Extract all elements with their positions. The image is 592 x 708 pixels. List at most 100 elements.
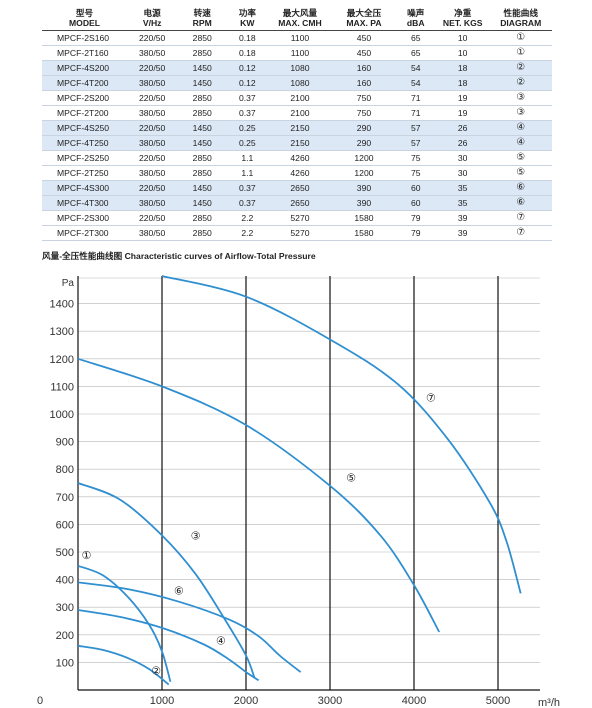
table-cell: 0.37 — [238, 108, 256, 118]
table-cell: 380/50 — [139, 228, 166, 238]
y-tick-label: 700 — [56, 492, 74, 504]
table-cell: 380/50 — [127, 135, 178, 151]
table-cell: 71 — [410, 93, 421, 103]
table-cell: 35 — [435, 180, 490, 196]
table-cell: 26 — [435, 120, 490, 136]
table-cell: 450 — [356, 33, 372, 43]
table-cell: MPCF-4S250 — [42, 120, 127, 136]
table-cell: MPCF-2S250 — [57, 153, 110, 163]
table-cell: 10 — [457, 48, 468, 58]
table-cell: 290 — [332, 120, 396, 136]
table-row: MPCF-4S300 220/50 1450 0.37 2650 390 60 35 ⑥ — [42, 180, 552, 196]
table-cell: 2150 — [267, 135, 333, 151]
header-cn-7: 净重 — [454, 8, 472, 18]
y-tick-label: 200 — [56, 630, 74, 642]
table-cell: ⑤ — [516, 167, 526, 178]
table-cell: 0.12 — [227, 60, 268, 76]
table-cell: 2850 — [192, 153, 212, 163]
table-cell: ③ — [516, 107, 526, 118]
table-cell: 75 — [410, 168, 421, 178]
table-cell: 39 — [457, 213, 468, 223]
table-cell: 30 — [457, 168, 468, 178]
table-row: MPCF-2S200 220/50 2850 0.37 2100 750 71 19 ③ — [42, 91, 552, 106]
spec-table: 型号 电源 转速 功率 最大风量 最大全压 噪声 净重 性能曲线 MODEL V/Hz RPM KW M… — [42, 8, 552, 241]
table-cell: 2850 — [192, 108, 212, 118]
table-cell: 290 — [332, 135, 396, 151]
table-cell: 65 — [410, 33, 421, 43]
table-cell: ⑦ — [516, 212, 526, 223]
table-cell: 4260 — [290, 153, 310, 163]
x-tick-label: 2000 — [234, 695, 258, 707]
table-body: MPCF-2S160 220/50 2850 0.18 1100 450 65 10 ① MPCF… — [42, 31, 552, 241]
table-cell: 2.2 — [241, 228, 254, 238]
table-cell: 2850 — [192, 168, 212, 178]
table-cell: 0.25 — [227, 135, 268, 151]
header-cn-1: 电源 — [143, 8, 161, 18]
y-tick-label: 1300 — [50, 326, 74, 338]
table-cell: 1580 — [354, 228, 374, 238]
curve-label-4: ④ — [216, 634, 226, 647]
y-tick-label: 400 — [56, 575, 74, 587]
header-en-7: NET. KGS — [435, 18, 490, 31]
header-cn-4: 最大风量 — [282, 8, 318, 18]
table-cell: 54 — [395, 75, 436, 91]
header-en-1: V/Hz — [127, 18, 178, 31]
table-cell: 26 — [435, 135, 490, 151]
table-cell: 1450 — [177, 60, 228, 76]
header-en-5: MAX. PA — [332, 18, 396, 31]
table-cell: 2100 — [290, 108, 310, 118]
table-cell: 30 — [457, 153, 468, 163]
table-cell: 380/50 — [127, 75, 178, 91]
header-en-4: MAX. CMH — [267, 18, 333, 31]
table-cell: 60 — [395, 180, 436, 196]
table-row: MPCF-4S250 220/50 1450 0.25 2150 290 57 26 ④ — [42, 120, 552, 136]
curve-label-2: ② — [151, 665, 161, 678]
table-cell: ③ — [516, 92, 526, 103]
y-tick-label: 900 — [56, 437, 74, 449]
table-cell: 2850 — [192, 93, 212, 103]
table-cell: 1450 — [177, 195, 228, 211]
table-cell: ① — [516, 47, 526, 58]
table-cell: 0.25 — [227, 120, 268, 136]
y-tick-label: 500 — [56, 547, 74, 559]
table-row: MPCF-2S160 220/50 2850 0.18 1100 450 65 10 ① — [42, 31, 552, 46]
table-row: MPCF-2T250 380/50 2850 1.1 4260 1200 75 30 ⑤ — [42, 166, 552, 181]
table-cell: 220/50 — [139, 33, 166, 43]
y-tick-label: 600 — [56, 519, 74, 531]
table-cell: 1100 — [290, 33, 310, 43]
table-cell: 220/50 — [139, 93, 166, 103]
table-cell: MPCF-4T300 — [42, 195, 127, 211]
table-cell: 79 — [410, 228, 421, 238]
table-cell: 1450 — [177, 120, 228, 136]
table-cell: MPCF-2T160 — [57, 48, 109, 58]
table-row: MPCF-4S200 220/50 1450 0.12 1080 160 54 18 ② — [42, 60, 552, 76]
curve-label-5: ⑤ — [346, 471, 356, 484]
y-tick-label: 300 — [56, 602, 74, 614]
curve-label-6: ⑥ — [174, 585, 184, 598]
table-cell: 220/50 — [127, 120, 178, 136]
table-cell: 57 — [395, 120, 436, 136]
table-cell: 4260 — [290, 168, 310, 178]
header-en-2: RPM — [177, 18, 228, 31]
table-cell: MPCF-2T250 — [57, 168, 109, 178]
curve-1 — [77, 564, 172, 682]
y-tick-label: 800 — [56, 464, 74, 476]
table-cell: 19 — [457, 93, 468, 103]
table-cell: 79 — [410, 213, 421, 223]
table-cell: 1450 — [177, 180, 228, 196]
table-cell: 1200 — [354, 153, 374, 163]
table-cell: ⑥ — [489, 195, 552, 211]
table-cell: ⑥ — [489, 180, 552, 196]
table-cell: 2650 — [267, 180, 333, 196]
table-cell: 1.1 — [241, 168, 254, 178]
table-cell: 1450 — [177, 135, 228, 151]
chart-axes: 100 200 300 400 500 600 700 800 900 1000 1100 1200 1… — [37, 276, 560, 708]
chart-grid — [78, 276, 540, 690]
table-cell: MPCF-4S300 — [42, 180, 127, 196]
table-row: MPCF-2T200 380/50 2850 0.37 2100 750 71 19 ③ — [42, 106, 552, 121]
table-cell: 220/50 — [127, 60, 178, 76]
table-row: MPCF-4T300 380/50 1450 0.37 2650 390 60 35 ⑥ — [42, 195, 552, 211]
curve-5 — [77, 357, 440, 633]
table-cell: ② — [489, 75, 552, 91]
table-cell: 65 — [410, 48, 421, 58]
